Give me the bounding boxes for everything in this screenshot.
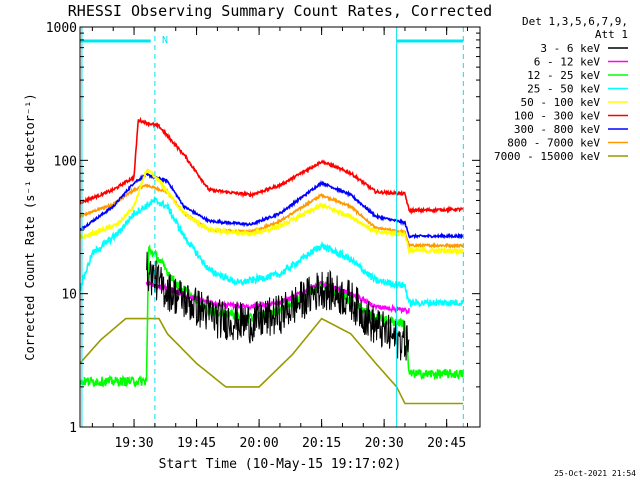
y-tick-label: 1000 — [46, 21, 77, 36]
y-axis: 1 10 100 1000 — [46, 21, 480, 436]
series-line-25-50-kev — [80, 195, 464, 309]
x-axis: 19:30 19:45 20:00 20:15 20:30 20:45 — [91, 27, 468, 451]
legend-label: 50 - 100 keV — [521, 96, 601, 109]
y-axis-label: Corrected Count Rate (s⁻¹ detector⁻¹) — [23, 93, 37, 360]
timestamp: 25-Oct-2021 21:54 — [554, 469, 636, 478]
x-tick-label: 19:30 — [114, 436, 153, 451]
chart-title: RHESSI Observing Summary Count Rates, Co… — [68, 2, 492, 20]
x-tick-label: 20:15 — [302, 436, 341, 451]
legend-header-line-1: Det 1,3,5,6,7,9, — [522, 15, 628, 28]
series-line-50-100-kev — [80, 167, 464, 256]
legend-label: 800 - 7000 keV — [507, 137, 600, 150]
legend-label: 6 - 12 keV — [534, 56, 601, 69]
x-axis-label: Start Time (10-May-15 19:17:02) — [159, 457, 402, 472]
x-tick-label: 20:45 — [427, 436, 466, 451]
series-line-100-300-kev — [80, 116, 464, 215]
legend-label: 7000 - 15000 keV — [494, 150, 600, 163]
legend-label: 12 - 25 keV — [527, 69, 600, 82]
y-tick-label: 10 — [61, 288, 77, 303]
legend-label: 3 - 6 keV — [540, 42, 600, 55]
series-line-3-6-kev — [146, 251, 410, 361]
x-tick-label: 20:00 — [240, 436, 279, 451]
flag-label: N — [162, 35, 168, 46]
legend-label: 300 - 800 keV — [514, 123, 600, 136]
legend-header-line-2: Att 1 — [595, 28, 628, 41]
legend-label: 25 - 50 keV — [527, 83, 600, 96]
y-tick-label: 100 — [54, 154, 77, 169]
plot-area — [80, 27, 464, 427]
x-tick-label: 19:45 — [177, 436, 216, 451]
legend-label: 100 - 300 keV — [514, 110, 600, 123]
series-line-7000-15000-kev — [80, 317, 464, 405]
series-group — [80, 116, 464, 405]
x-tick-label: 20:30 — [365, 436, 404, 451]
marker-lines — [80, 27, 464, 427]
y-tick-label: 1 — [69, 421, 77, 436]
